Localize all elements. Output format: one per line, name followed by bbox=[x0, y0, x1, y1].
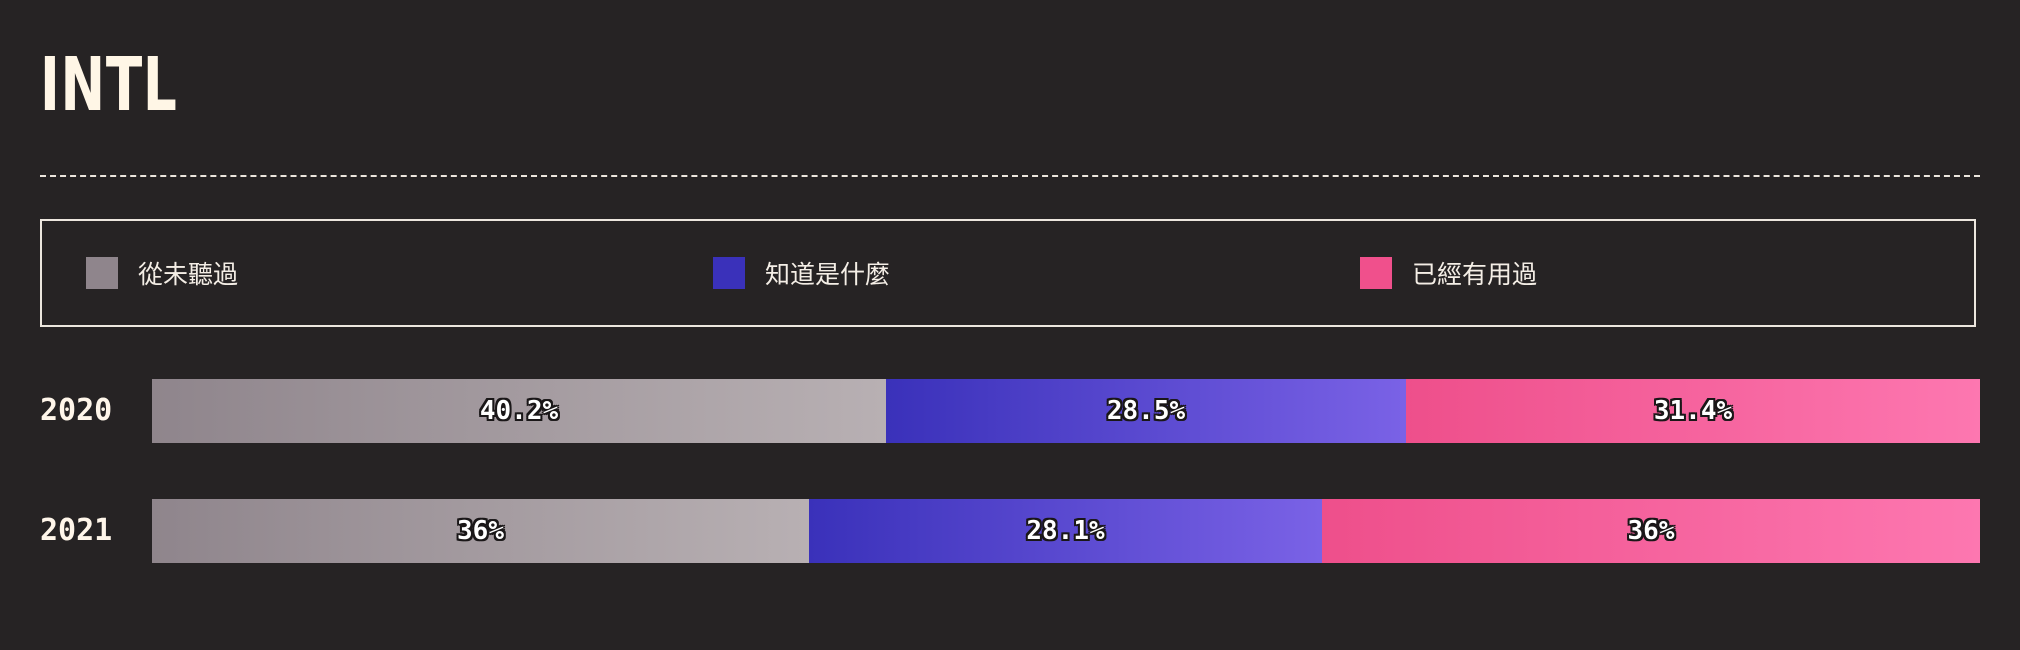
data-label-2021-never-heard: 36% bbox=[457, 516, 504, 546]
data-label-2020-never-heard: 40.2% bbox=[479, 396, 559, 426]
legend-swatch-never-heard bbox=[86, 257, 118, 289]
data-label-2021-used-before: 36% bbox=[1627, 516, 1675, 546]
legend-swatch-used-before bbox=[1360, 257, 1392, 289]
data-label-2020-know-what: 28.5% bbox=[1106, 396, 1186, 426]
legend-label-know-what: 知道是什麼 bbox=[765, 260, 891, 289]
legend-item-never-heard: 從未聽過 bbox=[86, 221, 238, 325]
bar-segment-2020-never-heard: 40.2% bbox=[152, 379, 886, 443]
data-label-2021-know-what: 28.1% bbox=[1026, 516, 1105, 546]
bar-segment-2021-know-what: 28.1% bbox=[809, 499, 1322, 563]
dashed-divider bbox=[40, 175, 1980, 177]
bar-segment-2021-used-before: 36% bbox=[1322, 499, 1980, 563]
chart-title: INTL bbox=[40, 42, 178, 128]
bar-row-2020: 40.2% 28.5% 31.4% bbox=[152, 379, 1980, 443]
bar-row-2021: 36% 28.1% 36% bbox=[152, 499, 1980, 563]
legend-item-know-what: 知道是什麼 bbox=[713, 221, 890, 325]
row-label-2021: 2021 bbox=[40, 513, 113, 548]
bar-segment-2020-used-before: 31.4% bbox=[1406, 379, 1980, 443]
legend-item-used-before: 已經有用過 bbox=[1360, 221, 1537, 325]
bar-segment-2020-know-what: 28.5% bbox=[886, 379, 1406, 443]
legend-swatch-know-what bbox=[713, 257, 745, 289]
legend-label-used-before: 已經有用過 bbox=[1412, 260, 1538, 289]
legend-label-never-heard: 從未聽過 bbox=[138, 260, 239, 289]
bar-segment-2021-never-heard: 36% bbox=[152, 499, 809, 563]
legend: 從未聽過 知道是什麼 已經有用過 bbox=[40, 219, 1976, 327]
data-label-2020-used-before: 31.4% bbox=[1653, 396, 1733, 426]
row-label-2020: 2020 bbox=[40, 393, 113, 428]
